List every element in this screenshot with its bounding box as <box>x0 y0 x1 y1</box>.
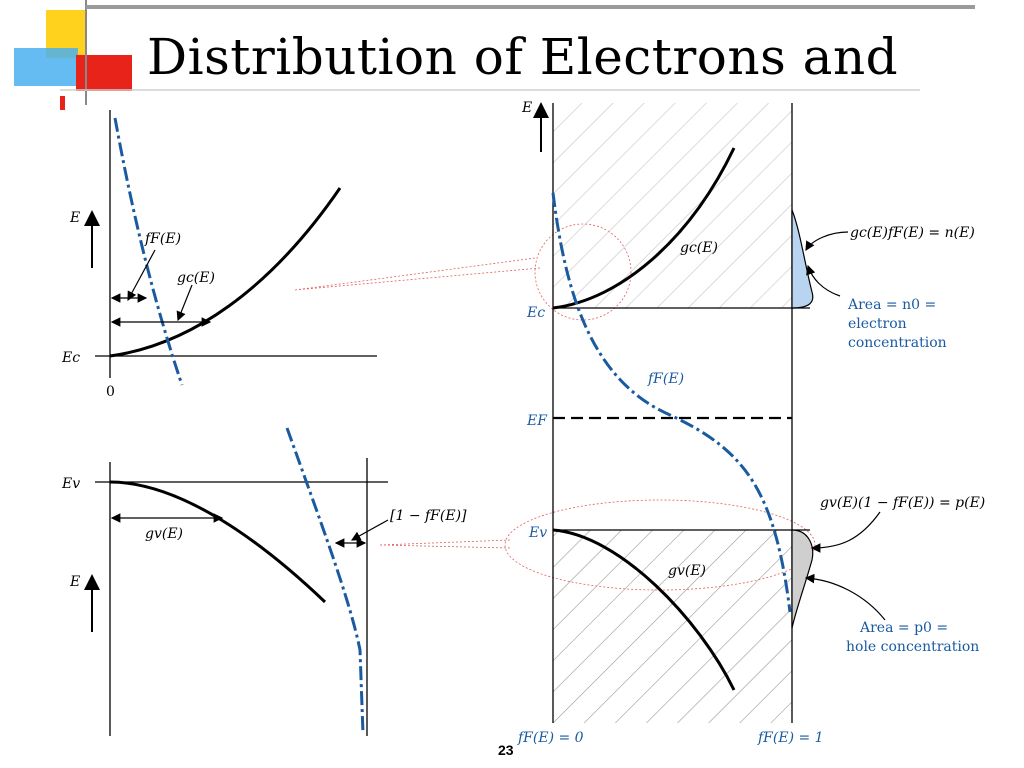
left-upper-gc-curve <box>109 187 342 358</box>
lower-zoom-connector <box>379 539 511 549</box>
right-e-label: E <box>521 100 532 116</box>
n0-line1: Area = n0 = <box>847 297 936 313</box>
left-upper-ff-curve <box>113 117 184 386</box>
slide-header-decoration <box>14 0 975 110</box>
right-panel: E Ec EF Ev gc(E) gv(E) fF(E) gc(E)fF(E) … <box>517 100 985 746</box>
left-upper-e-label: E <box>69 210 80 226</box>
left-upper-zero-label: 0 <box>106 384 115 400</box>
right-ff-label: fF(E) <box>647 371 684 387</box>
slide-title: Distribution of Electrons and <box>147 28 899 86</box>
deco-blue-square <box>14 48 78 86</box>
n0-leader <box>806 264 841 297</box>
left-upper-ff-label: fF(E) <box>144 231 181 247</box>
left-upper-gc-leader <box>176 284 193 322</box>
pe-label: gv(E)(1 − fF(E)) = p(E) <box>820 495 985 511</box>
right-gc-label: gc(E) <box>680 240 718 256</box>
n0-line2: electron <box>848 316 907 332</box>
left-upper-gc-label: gc(E) <box>177 270 215 286</box>
left-upper-panel: E Ec 0 fF(E) gc(E) <box>61 110 377 400</box>
left-upper-ff-leader <box>127 249 156 302</box>
left-lower-ev-label: Ev <box>61 476 80 492</box>
right-gv-curve <box>552 528 736 691</box>
right-gv-label: gv(E) <box>668 563 706 579</box>
right-ff-curve <box>551 192 792 613</box>
left-lower-one-minus-ff-leader <box>350 519 389 541</box>
deco-red-bar <box>60 96 65 110</box>
right-gc-curve <box>552 147 736 310</box>
p0-line2: hole concentration <box>846 639 979 655</box>
valence-band-hatch <box>553 530 792 723</box>
left-lower-ff-curve <box>285 427 365 735</box>
left-lower-panel: Ev gv(E) [1 − fF(E)] E <box>61 427 467 736</box>
left-lower-e-label: E <box>69 574 80 590</box>
page-number: 23 <box>498 742 514 758</box>
ff1-label: fF(E) = 1 <box>757 730 824 746</box>
n0-line3: concentration <box>848 335 947 351</box>
p0-line1: Area = p0 = <box>859 620 948 636</box>
p0-leader <box>804 573 886 621</box>
ne-leader <box>805 231 849 252</box>
right-ef-label: EF <box>526 413 548 429</box>
ff0-label: fF(E) = 0 <box>517 730 584 746</box>
ne-label: gc(E)fF(E) = n(E) <box>850 225 975 241</box>
upper-zoom-connector <box>294 257 541 291</box>
right-ec-label: Ec <box>526 305 545 321</box>
pe-leader <box>810 511 881 553</box>
conduction-band-hatch <box>553 103 792 308</box>
left-lower-gv-curve <box>109 480 327 604</box>
left-upper-ec-label: Ec <box>61 350 80 366</box>
left-lower-gv-label: gv(E) <box>145 526 183 542</box>
left-lower-one-minus-ff-label: [1 − fF(E)] <box>390 508 467 524</box>
electron-concentration-area <box>791 209 814 309</box>
hole-concentration-area <box>791 529 814 629</box>
right-ev-label: Ev <box>528 525 547 541</box>
